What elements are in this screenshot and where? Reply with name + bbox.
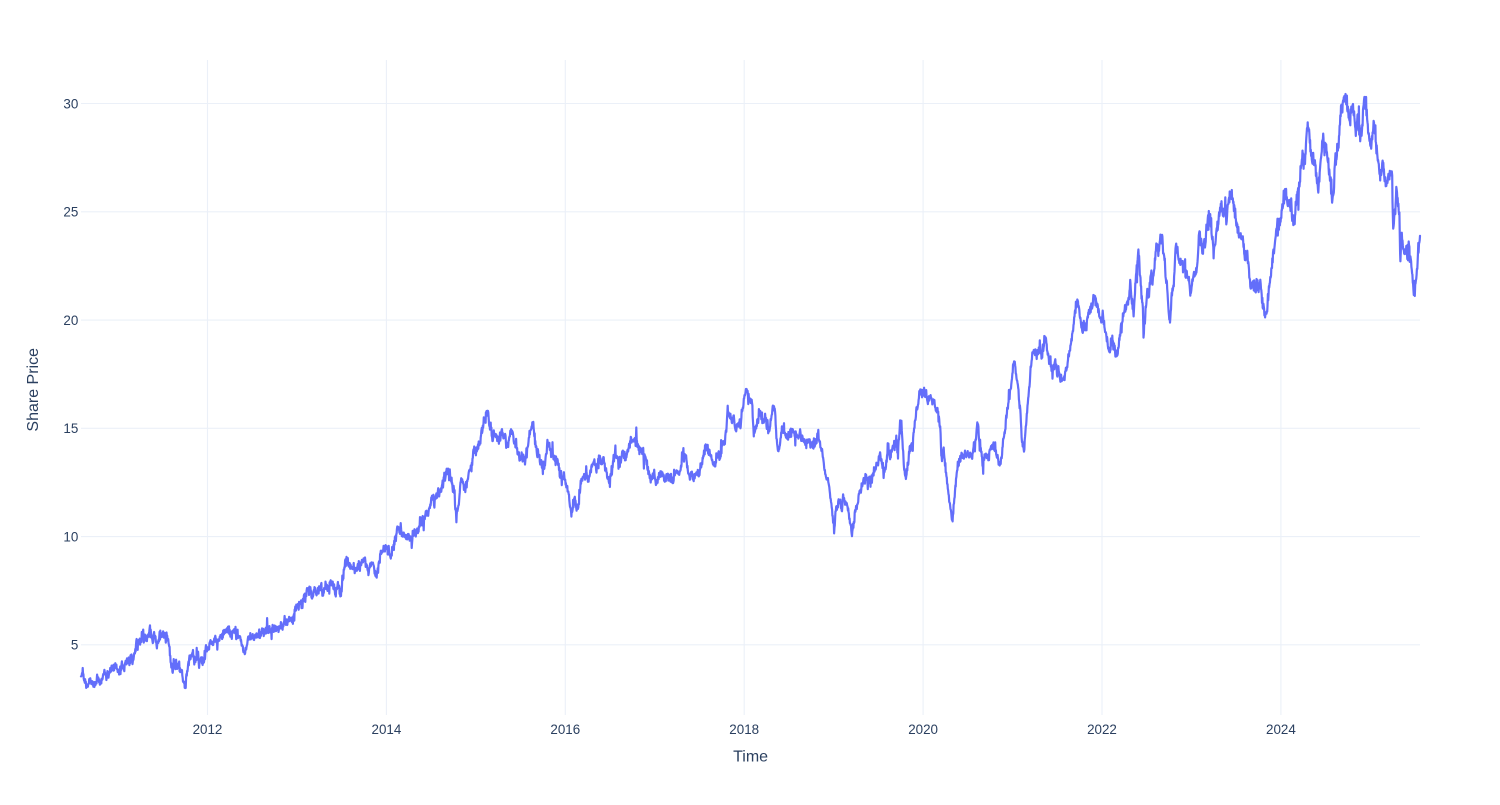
svg-text:10: 10 [63,529,78,544]
svg-text:2024: 2024 [1266,722,1296,737]
svg-text:Time: Time [733,749,768,766]
svg-text:15: 15 [63,421,78,436]
svg-text:30: 30 [63,96,78,111]
svg-text:20: 20 [63,313,78,328]
svg-text:5: 5 [71,638,78,653]
svg-text:2012: 2012 [193,722,223,737]
svg-text:25: 25 [63,205,78,220]
svg-text:2016: 2016 [550,722,580,737]
svg-text:2014: 2014 [372,722,402,737]
svg-text:2022: 2022 [1087,722,1117,737]
svg-text:Share Price: Share Price [25,348,42,432]
svg-text:2018: 2018 [729,722,759,737]
svg-text:2020: 2020 [908,722,938,737]
